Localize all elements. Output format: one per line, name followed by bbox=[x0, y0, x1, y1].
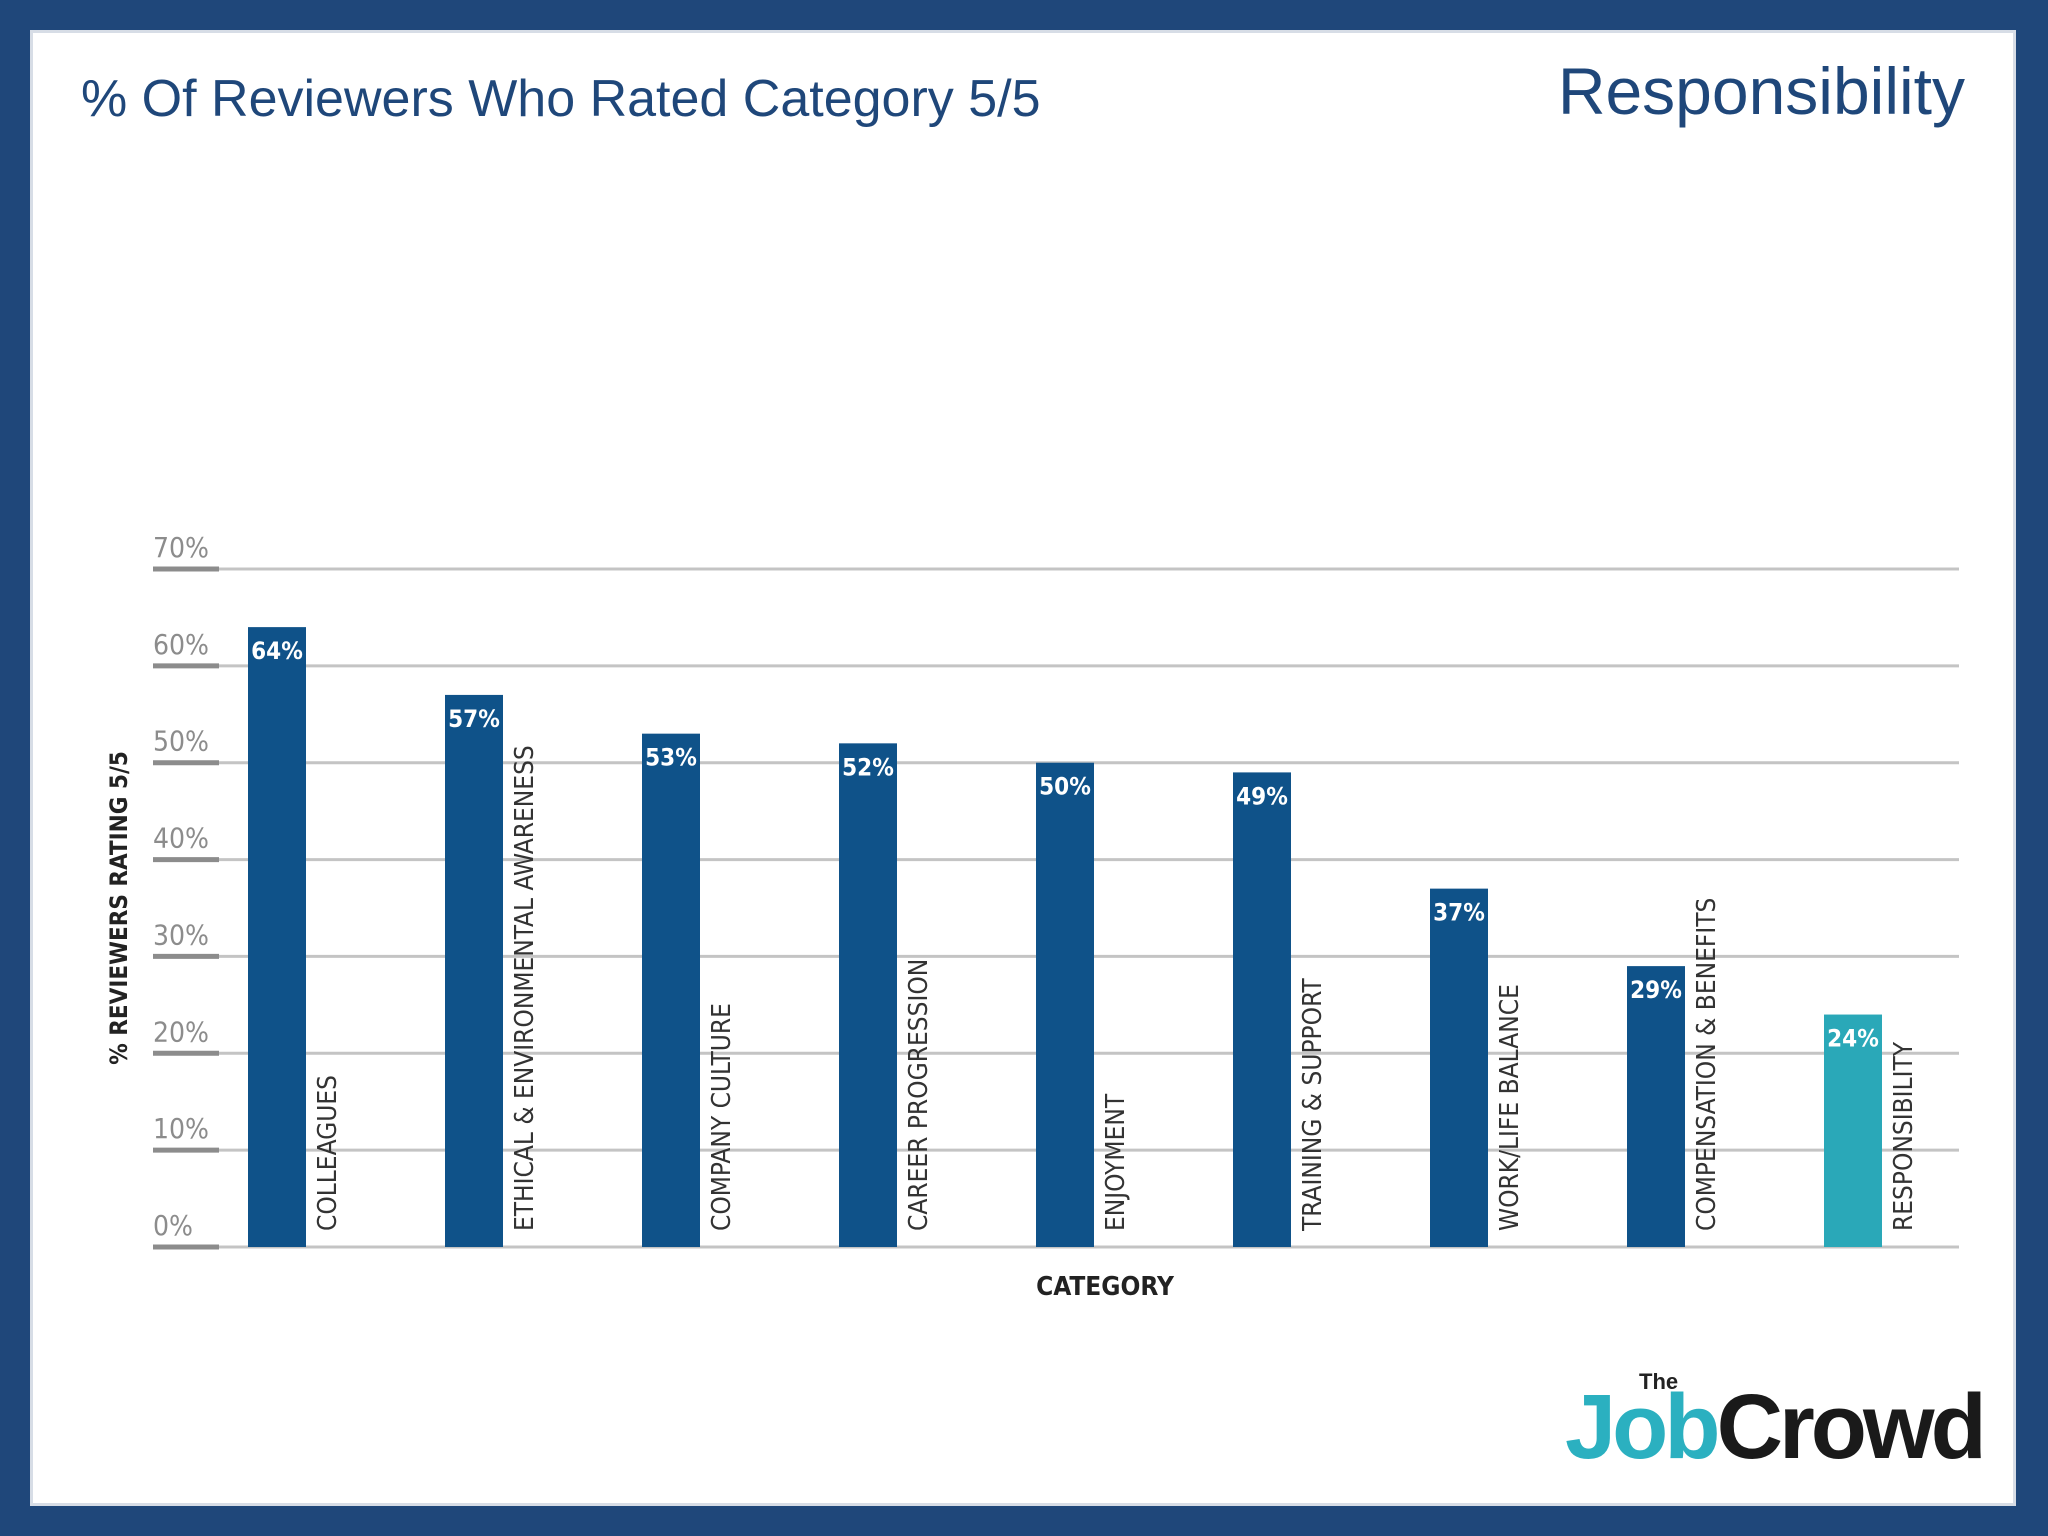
data-label: 57% bbox=[448, 705, 500, 733]
logo-the-text: The bbox=[1639, 1369, 1679, 1394]
category-label: ETHICAL & ENVIRONMENTAL AWARENESS bbox=[510, 745, 540, 1231]
category-label: COLLEAGUES bbox=[313, 1075, 343, 1231]
y-tick-label: 70% bbox=[153, 531, 209, 564]
bar bbox=[248, 627, 306, 1247]
bar bbox=[1824, 1014, 1882, 1247]
data-label: 53% bbox=[645, 744, 697, 772]
category-label: COMPANY CULTURE bbox=[707, 1003, 737, 1231]
x-axis-title: CATEGORY bbox=[1036, 1272, 1175, 1302]
data-label: 49% bbox=[1236, 782, 1288, 810]
bar bbox=[445, 694, 503, 1247]
data-label: 24% bbox=[1827, 1025, 1879, 1053]
data-label: 52% bbox=[842, 753, 894, 781]
y-tick-label: 20% bbox=[153, 1015, 209, 1048]
slide: % Of Reviewers Who Rated Category 5/5 Re… bbox=[30, 30, 2016, 1506]
data-label: 64% bbox=[251, 637, 303, 665]
logo-crowd-text: Crowd bbox=[1716, 1376, 1987, 1478]
bar-chart: 0% 10% 20% 30% 40% 50% 60% 70% 64% COLLEAGUES 57% E… bbox=[105, 531, 1959, 1302]
bar bbox=[1627, 966, 1685, 1247]
logo-wordmark: JobCrowd bbox=[1565, 1381, 1987, 1473]
section-title: Responsibility bbox=[1557, 54, 1965, 128]
data-label: 50% bbox=[1039, 773, 1091, 801]
category-label: CAREER PROGRESSION bbox=[904, 959, 934, 1231]
bar bbox=[642, 733, 700, 1247]
jobcrowd-logo: The JobCrowd bbox=[1565, 1369, 1987, 1485]
category-label: ENJOYMENT bbox=[1101, 1093, 1131, 1231]
bar bbox=[1036, 762, 1094, 1247]
logo-job-text: Job bbox=[1565, 1376, 1721, 1478]
category-label: COMPENSATION & BENEFITS bbox=[1692, 898, 1722, 1231]
y-tick-label: 10% bbox=[153, 1112, 209, 1145]
bar bbox=[839, 743, 897, 1247]
bar bbox=[1430, 888, 1488, 1247]
category-label: RESPONSIBILITY bbox=[1889, 1041, 1919, 1231]
y-tick-label: 0% bbox=[153, 1209, 193, 1242]
data-label: 37% bbox=[1433, 899, 1485, 927]
bar bbox=[1233, 772, 1291, 1247]
page-title: % Of Reviewers Who Rated Category 5/5 bbox=[81, 70, 1041, 128]
y-tick-label: 30% bbox=[153, 918, 209, 951]
y-axis-title: % REVIEWERS RATING 5/5 bbox=[105, 751, 133, 1065]
category-label: TRAINING & SUPPORT bbox=[1298, 978, 1328, 1232]
category-label: WORK/LIFE BALANCE bbox=[1495, 984, 1525, 1231]
y-tick-label: 60% bbox=[153, 628, 209, 661]
data-label: 29% bbox=[1630, 976, 1682, 1004]
y-tick-label: 50% bbox=[153, 725, 209, 758]
y-tick-label: 40% bbox=[153, 822, 209, 855]
